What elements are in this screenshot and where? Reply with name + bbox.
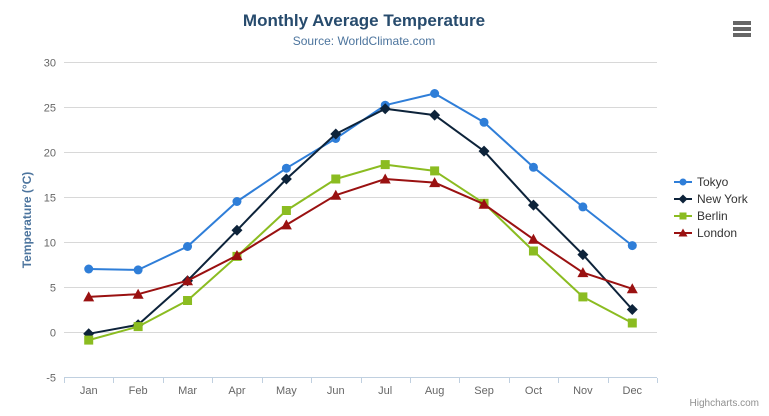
y-axis-label: 30 — [44, 58, 56, 70]
marker-berlin[interactable] — [578, 292, 588, 302]
marker-berlin[interactable] — [380, 160, 390, 170]
marker-tokyo[interactable] — [430, 89, 440, 98]
marker-new-york[interactable] — [626, 304, 638, 315]
series-line-london — [87, 178, 634, 298]
y-axis-label: 20 — [44, 148, 56, 160]
marker-tokyo[interactable] — [232, 197, 242, 206]
x-axis-label: Dec — [623, 385, 643, 397]
marker-london[interactable] — [231, 250, 243, 260]
chart-title: Monthly Average Temperature — [242, 11, 486, 30]
y-axis-label: 5 — [50, 283, 56, 295]
marker-berlin[interactable] — [627, 318, 637, 328]
marker-tokyo[interactable] — [281, 163, 291, 173]
marker-london[interactable] — [626, 283, 638, 294]
legend-item-berlin[interactable]: Berlin — [674, 207, 748, 224]
hamburger-icon — [733, 21, 751, 37]
marker-berlin[interactable] — [331, 174, 341, 184]
marker-tokyo[interactable] — [84, 264, 94, 274]
x-axis-label: Nov — [573, 385, 593, 397]
legend-marker-berlin — [674, 212, 692, 219]
legend-label-new-york: New York — [697, 191, 748, 206]
x-axis-label: Mar — [178, 385, 197, 397]
marker-london[interactable] — [83, 291, 95, 302]
series-line-tokyo — [87, 92, 634, 271]
marker-new-york-legend[interactable] — [678, 194, 688, 203]
marker-london[interactable] — [379, 173, 391, 184]
marker-berlin[interactable] — [281, 206, 291, 215]
export-menu-button[interactable] — [733, 21, 751, 37]
marker-tokyo[interactable] — [479, 117, 489, 127]
legend-item-tokyo[interactable]: Tokyo — [674, 173, 748, 190]
series-line-berlin — [87, 163, 634, 342]
marker-london[interactable] — [478, 198, 490, 209]
y-axis-label: 15 — [44, 193, 56, 205]
marker-london[interactable] — [132, 288, 144, 299]
marker-new-york[interactable] — [231, 224, 243, 236]
highcharts-credits[interactable]: Highcharts.com — [689, 398, 759, 409]
marker-new-york[interactable] — [280, 173, 292, 185]
marker-berlin[interactable] — [528, 246, 538, 256]
legend-marker-tokyo — [674, 178, 692, 185]
marker-tokyo[interactable] — [528, 162, 538, 172]
x-axis-label: Aug — [425, 385, 445, 397]
marker-tokyo[interactable] — [133, 265, 143, 275]
legend: Tokyo New York Berlin London — [674, 173, 748, 241]
marker-berlin[interactable] — [183, 296, 193, 305]
legend-item-new-york[interactable]: New York — [674, 190, 748, 207]
legend-label-tokyo: Tokyo — [697, 174, 729, 189]
marker-london[interactable] — [330, 189, 342, 200]
x-axis-label: Sep — [474, 385, 494, 397]
marker-new-york[interactable] — [527, 199, 539, 211]
legend-label-london: London — [697, 225, 738, 240]
x-axis-label: May — [276, 385, 297, 397]
legend-marker-new-york — [674, 194, 692, 203]
x-axis-label: Jun — [327, 385, 345, 397]
x-axis-label: Jul — [378, 385, 392, 397]
marker-london[interactable] — [429, 177, 441, 188]
marker-new-york[interactable] — [429, 109, 441, 121]
x-axis-label: Feb — [129, 385, 148, 397]
marker-berlin-legend[interactable] — [679, 212, 687, 219]
marker-london[interactable] — [527, 233, 539, 244]
marker-new-york[interactable] — [330, 128, 342, 140]
y-axis-label: -5 — [46, 373, 56, 385]
marker-new-york[interactable] — [577, 249, 589, 261]
marker-new-york[interactable] — [379, 103, 391, 115]
y-axis-label: 25 — [44, 103, 56, 115]
y-axis-title: Temperature (°C) — [20, 171, 34, 269]
legend-marker-london — [674, 228, 692, 236]
marker-london[interactable] — [280, 219, 292, 230]
marker-tokyo[interactable] — [627, 241, 637, 251]
marker-tokyo[interactable] — [183, 242, 193, 251]
legend-item-london[interactable]: London — [674, 224, 748, 241]
marker-tokyo[interactable] — [578, 202, 588, 212]
marker-london-legend[interactable] — [678, 228, 688, 236]
x-axis-label: Oct — [525, 385, 542, 397]
marker-london[interactable] — [182, 275, 194, 286]
marker-berlin[interactable] — [133, 322, 143, 332]
marker-new-york[interactable] — [478, 145, 490, 157]
x-axis-label: Apr — [228, 385, 245, 397]
legend-label-berlin: Berlin — [697, 208, 728, 223]
chart-subtitle: Source: WorldClimate.com — [292, 34, 436, 48]
y-axis-label: 0 — [50, 328, 56, 340]
y-axis-label: 10 — [44, 238, 56, 250]
marker-berlin[interactable] — [430, 166, 440, 176]
marker-london[interactable] — [577, 267, 589, 278]
marker-berlin[interactable] — [84, 335, 94, 345]
marker-tokyo-legend[interactable] — [679, 178, 687, 185]
x-axis-label: Jan — [80, 385, 98, 397]
series-line-new-york — [87, 107, 634, 335]
